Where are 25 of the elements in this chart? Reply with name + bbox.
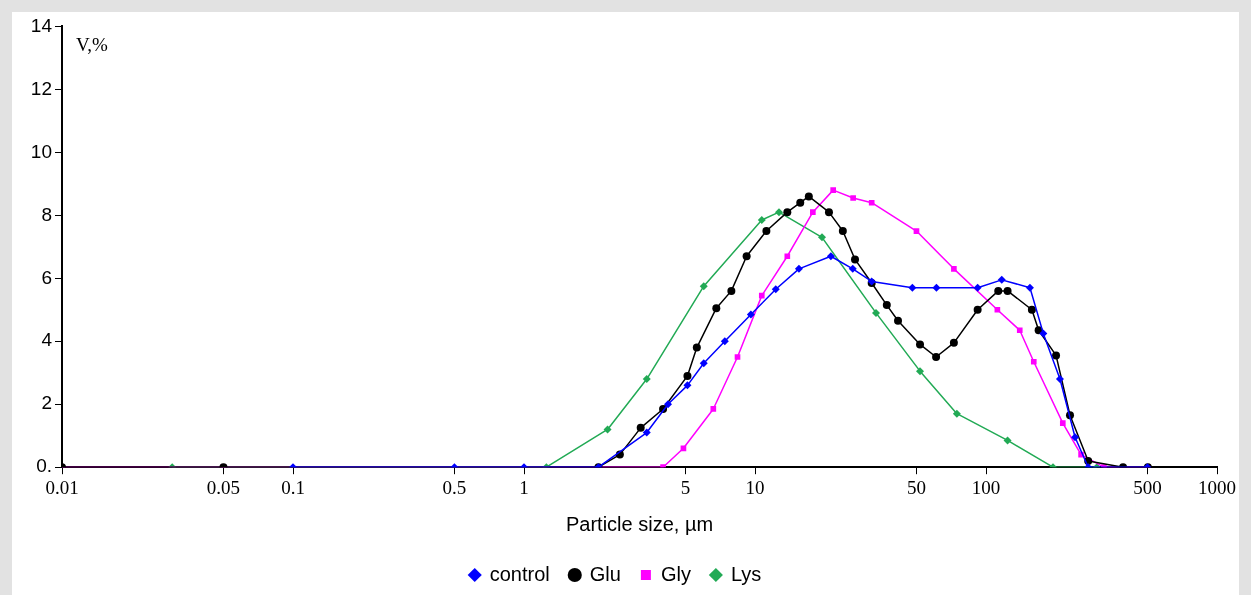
legend-label: control — [489, 562, 550, 585]
x-tick-label: 5 — [680, 476, 691, 498]
y-tick-label: 14 — [30, 14, 53, 36]
x-tick-label: 0.05 — [206, 476, 241, 498]
x-tick-label: 0.1 — [281, 476, 305, 498]
y-tick-label: 10 — [30, 140, 52, 162]
x-tick-label: 0.01 — [45, 476, 79, 498]
x-tick-label: 10 — [745, 476, 765, 498]
y-tick-label: 4 — [41, 329, 53, 351]
y-tick-label: 2 — [41, 392, 52, 414]
y-axis-title: V,% — [76, 33, 109, 55]
x-tick-label: 500 — [1133, 476, 1162, 498]
x-tick-label: 0.5 — [442, 476, 467, 498]
x-axis-title: Particle size, µm — [565, 512, 714, 535]
legend-label: Lys — [730, 562, 762, 585]
x-tick-label: 50 — [906, 476, 926, 498]
x-tick-label: 1000 — [1198, 476, 1236, 498]
x-tick-label: 1 — [519, 476, 529, 498]
legend-label: Gly — [660, 562, 691, 585]
y-tick-label: 0. — [36, 455, 52, 477]
x-tick-label: 100 — [971, 476, 1001, 498]
y-tick-label: 12 — [30, 77, 52, 99]
y-tick-label: 6 — [41, 266, 52, 288]
legend-label: Glu — [589, 562, 621, 585]
y-tick-label: 8 — [41, 203, 52, 225]
